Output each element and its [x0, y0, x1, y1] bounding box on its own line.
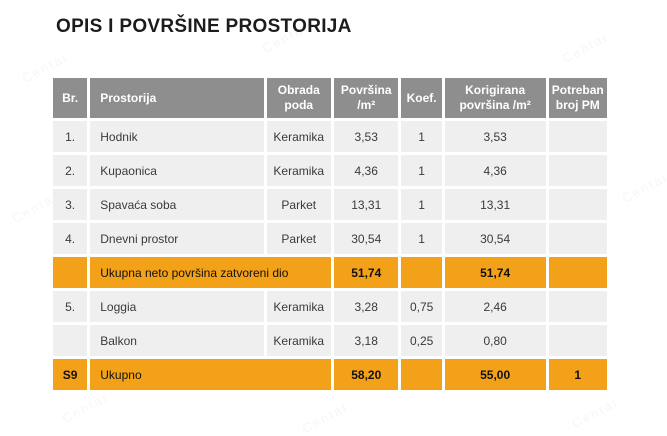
- cell-potreban: [548, 155, 607, 186]
- cell-potreban: [548, 223, 607, 254]
- cell-br: 2.: [53, 155, 88, 186]
- total-row: S9 Ukupno 58,20 55,00 1: [53, 359, 607, 390]
- cell-koef: 0,75: [401, 291, 442, 322]
- column-header-koef: Koef.: [401, 78, 442, 118]
- table-row: 2. Kupaonica Keramika 4,36 1 4,36: [53, 155, 607, 186]
- cell-br: [53, 257, 88, 288]
- cell-povrsina: 30,54: [334, 223, 399, 254]
- cell-koef: 1: [401, 121, 442, 152]
- watermark-text: Centar: [299, 398, 352, 436]
- rooms-table: Br. Prostorija Obrada poda Površina /m² …: [50, 75, 610, 393]
- cell-obrada: Keramika: [266, 325, 331, 356]
- cell-povrsina: 3,18: [334, 325, 399, 356]
- cell-obrada: Keramika: [266, 155, 331, 186]
- cell-potreban: [548, 189, 607, 220]
- cell-prostorija: Dnevni prostor: [90, 223, 264, 254]
- cell-povrsina: 51,74: [334, 257, 399, 288]
- cell-potreban: [548, 325, 607, 356]
- column-header-potreban-broj-pm: Potreban broj PM: [548, 78, 607, 118]
- cell-prostorija: Kupaonica: [90, 155, 264, 186]
- cell-korigirana: 30,54: [444, 223, 546, 254]
- cell-koef: 1: [401, 155, 442, 186]
- cell-korigirana: 55,00: [444, 359, 546, 390]
- cell-koef: 1: [401, 189, 442, 220]
- subtotal-row: Ukupna neto površina zatvoreni dio 51,74…: [53, 257, 607, 288]
- cell-prostorija: Hodnik: [90, 121, 264, 152]
- cell-br: 5.: [53, 291, 88, 322]
- cell-korigirana: 13,31: [444, 189, 546, 220]
- cell-br: 4.: [53, 223, 88, 254]
- cell-povrsina: 13,31: [334, 189, 399, 220]
- cell-koef: 0,25: [401, 325, 442, 356]
- column-header-korigirana-povrsina: Korigirana površina /m²: [444, 78, 546, 118]
- table-row: 3. Spavaća soba Parket 13,31 1 13,31: [53, 189, 607, 220]
- cell-koef: 1: [401, 223, 442, 254]
- watermark-text: Centar: [569, 393, 622, 432]
- table-row: 1. Hodnik Keramika 3,53 1 3,53: [53, 121, 607, 152]
- cell-prostorija: Loggia: [90, 291, 264, 322]
- subtotal-label: Ukupna neto površina zatvoreni dio: [90, 257, 331, 288]
- table-row: 5. Loggia Keramika 3,28 0,75 2,46: [53, 291, 607, 322]
- cell-prostorija: Balkon: [90, 325, 264, 356]
- cell-korigirana: 0,80: [444, 325, 546, 356]
- total-label: Ukupno: [90, 359, 331, 390]
- cell-korigirana: 51,74: [444, 257, 546, 288]
- cell-korigirana: 2,46: [444, 291, 546, 322]
- table-row: 4. Dnevni prostor Parket 30,54 1 30,54: [53, 223, 607, 254]
- cell-br: [53, 325, 88, 356]
- cell-potreban: [548, 291, 607, 322]
- cell-korigirana: 4,36: [444, 155, 546, 186]
- watermark-text: Centar: [59, 388, 112, 427]
- table-row: Balkon Keramika 3,18 0,25 0,80: [53, 325, 607, 356]
- cell-povrsina: 4,36: [334, 155, 399, 186]
- cell-koef: [401, 257, 442, 288]
- cell-koef: [401, 359, 442, 390]
- cell-potreban: 1: [548, 359, 607, 390]
- column-header-obrada-poda: Obrada poda: [266, 78, 331, 118]
- cell-obrada: Keramika: [266, 291, 331, 322]
- cell-br: 1.: [53, 121, 88, 152]
- column-header-br: Br.: [53, 78, 88, 118]
- watermark-text: Centar: [559, 28, 612, 67]
- watermark-text: Centar: [619, 168, 667, 207]
- cell-povrsina: 3,28: [334, 291, 399, 322]
- cell-potreban: [548, 121, 607, 152]
- cell-korigirana: 3,53: [444, 121, 546, 152]
- page-title: OPIS I POVRŠINE PROSTORIJA: [56, 16, 352, 37]
- cell-br: 3.: [53, 189, 88, 220]
- cell-obrada: Parket: [266, 223, 331, 254]
- cell-br: S9: [53, 359, 88, 390]
- table-header-row: Br. Prostorija Obrada poda Površina /m² …: [53, 78, 607, 118]
- cell-obrada: Parket: [266, 189, 331, 220]
- column-header-prostorija: Prostorija: [90, 78, 264, 118]
- column-header-povrsina: Površina /m²: [334, 78, 399, 118]
- cell-povrsina: 3,53: [334, 121, 399, 152]
- cell-potreban: [548, 257, 607, 288]
- cell-prostorija: Spavaća soba: [90, 189, 264, 220]
- cell-obrada: Keramika: [266, 121, 331, 152]
- cell-povrsina: 58,20: [334, 359, 399, 390]
